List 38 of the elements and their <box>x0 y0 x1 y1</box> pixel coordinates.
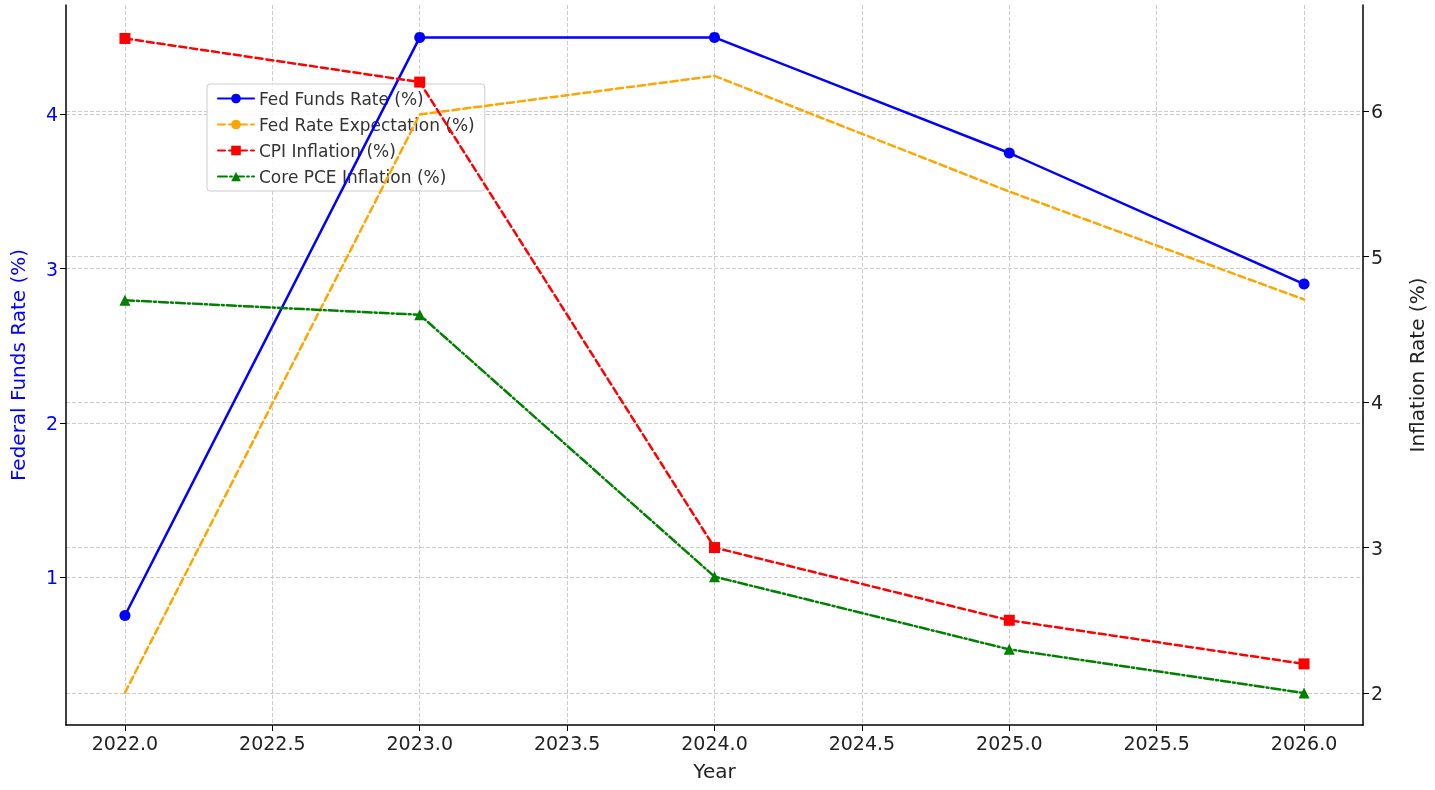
point <box>1298 278 1310 290</box>
y-tick-label: 2 <box>45 411 58 434</box>
y-axis-title: Federal Funds Rate (%) <box>6 248 30 482</box>
x-tick-label: 2024.5 <box>828 731 896 754</box>
x-tick-label: 2023.5 <box>533 731 601 754</box>
point <box>709 571 720 583</box>
x-tick-label: 2023.0 <box>386 731 453 754</box>
point <box>1003 614 1015 626</box>
x-tick-label: 2025.5 <box>1123 731 1190 754</box>
point <box>119 32 131 44</box>
point <box>1298 658 1310 670</box>
y2-tick-label: 6 <box>1371 100 1384 123</box>
point <box>414 31 426 43</box>
x-tick-label: 2024.0 <box>681 731 748 754</box>
x-axis-title: Year <box>692 759 737 783</box>
point <box>119 294 131 306</box>
x-tick-label: 2025.0 <box>976 731 1043 754</box>
y2-tick-label: 3 <box>1371 536 1384 559</box>
point <box>709 31 720 43</box>
point <box>1298 687 1310 699</box>
y2-tick-label: 2 <box>1371 682 1384 704</box>
y-tick-label: 4 <box>45 103 58 126</box>
point <box>414 76 426 88</box>
point <box>1003 643 1015 655</box>
legend-label: Fed Funds Rate (%) <box>259 88 424 109</box>
point <box>414 309 426 321</box>
x-tick-label: 2022.5 <box>239 731 306 754</box>
y-tick-label: 3 <box>45 257 58 280</box>
point <box>1003 147 1015 159</box>
point <box>709 542 720 554</box>
y2-tick-label: 4 <box>1371 391 1384 414</box>
y2-tick-label: 5 <box>1371 245 1384 268</box>
y2-axis-title: Inflation Rate (%) <box>1405 277 1429 453</box>
legend-label: CPI Inflation (%) <box>259 140 396 161</box>
x-tick-label: 2022.0 <box>91 731 159 754</box>
x-tick-label: 2026.0 <box>1270 731 1338 754</box>
point <box>119 610 131 622</box>
y-tick-label: 1 <box>45 565 58 588</box>
